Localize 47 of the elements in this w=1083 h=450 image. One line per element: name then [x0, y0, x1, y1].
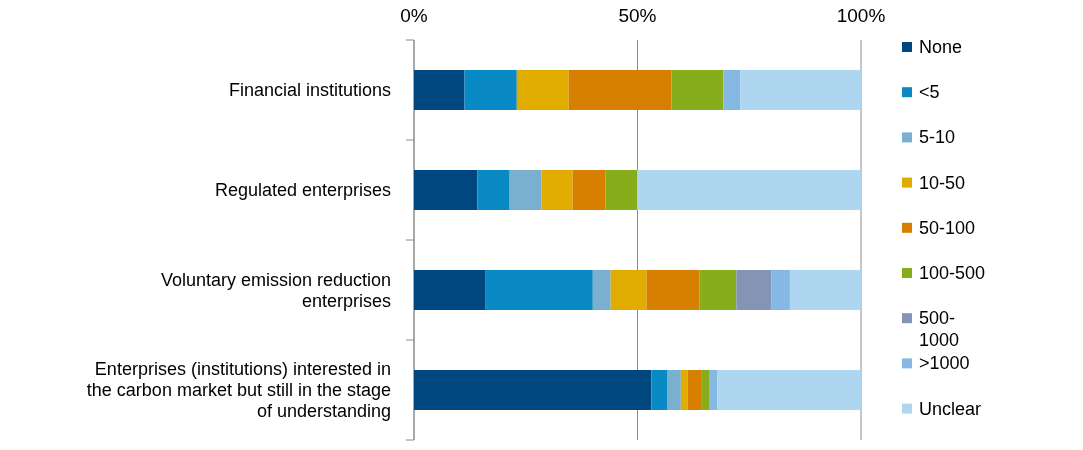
bar [680, 370, 688, 410]
bar [687, 370, 702, 410]
bar [789, 270, 861, 310]
bar [464, 70, 517, 110]
bar [667, 370, 681, 410]
x-tick-label: 50% [618, 5, 657, 26]
bar [568, 70, 672, 110]
bar [414, 170, 478, 210]
bar [701, 370, 710, 410]
bar [771, 270, 790, 310]
bar [414, 370, 652, 410]
legend-label: 10-50 [919, 172, 966, 193]
bar [516, 70, 569, 110]
bar [572, 170, 606, 210]
bar [477, 170, 510, 210]
bar [637, 170, 861, 210]
bar [605, 170, 638, 210]
bar [709, 370, 718, 410]
bar [671, 70, 724, 110]
bar [610, 270, 647, 310]
bar [717, 370, 861, 410]
legend-label: 100-500 [919, 263, 986, 283]
legend-label: Unclear [919, 398, 982, 419]
x-tick-label: 100% [836, 5, 886, 26]
legend-label: None [919, 37, 963, 57]
x-tick-label: 0% [400, 5, 428, 26]
y-tick-label: Financial institutions [228, 80, 391, 100]
bar [740, 70, 861, 110]
legend-label: <5 [919, 82, 940, 103]
bar [723, 70, 741, 110]
legend-label: 5-10 [919, 127, 956, 148]
bar [699, 270, 737, 310]
bar [414, 70, 465, 110]
bar [646, 270, 700, 310]
y-tick-label: Enterprises (institutions) interested in the carbon market but still in the stage of understanding [86, 359, 391, 421]
legend-label: 50-100 [919, 217, 976, 238]
legend-label: >1000 [919, 353, 970, 374]
bar [509, 170, 542, 210]
bar [736, 270, 772, 310]
bar [651, 370, 667, 410]
bar [592, 270, 611, 310]
bar [485, 270, 593, 310]
y-tick-label: Regulated enterprises [214, 180, 391, 200]
bar [541, 170, 573, 210]
legend-label: 500-1000 [919, 308, 960, 351]
y-tick-label: Voluntary emission reduction enterprises [160, 269, 391, 311]
bar [414, 270, 486, 310]
